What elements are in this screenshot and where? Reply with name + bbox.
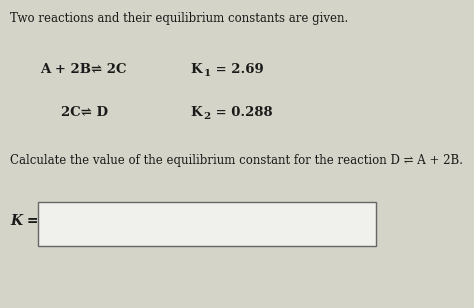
Text: A + 2B⇌ 2C: A + 2B⇌ 2C	[40, 63, 127, 76]
Text: 2: 2	[204, 112, 211, 121]
FancyBboxPatch shape	[38, 202, 376, 246]
Text: K: K	[191, 63, 202, 76]
Text: Calculate the value of the equilibrium constant for the reaction D ⇌ A + 2B.: Calculate the value of the equilibrium c…	[10, 154, 463, 167]
Text: = 2.69: = 2.69	[211, 63, 264, 76]
Text: 2C⇌ D: 2C⇌ D	[61, 106, 108, 119]
Text: = 0.288: = 0.288	[211, 106, 273, 119]
Text: K: K	[191, 106, 202, 119]
Text: K =: K =	[10, 214, 39, 229]
Text: 1: 1	[204, 69, 211, 78]
Text: Two reactions and their equilibrium constants are given.: Two reactions and their equilibrium cons…	[10, 12, 348, 25]
